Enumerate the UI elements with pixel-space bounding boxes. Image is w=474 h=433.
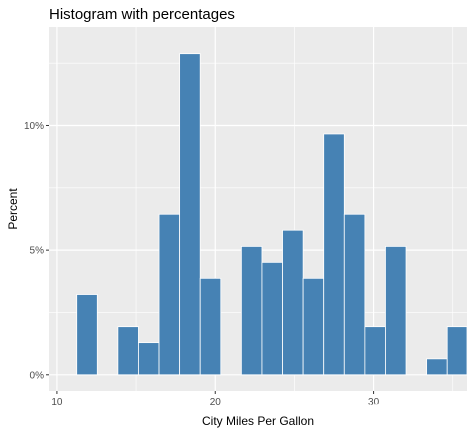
x-axis-ticks: 10 20 30	[51, 391, 380, 408]
watermark-main: 知乎 @Happy look	[368, 402, 474, 417]
histogram-bar	[199, 277, 222, 376]
x-tick-label: 10	[51, 397, 63, 408]
x-tick-label: 30	[368, 397, 380, 408]
watermark-sub: CSDN @Happy look	[408, 420, 474, 429]
histogram-bar	[117, 326, 139, 376]
y-tick-label: 0%	[30, 370, 45, 381]
y-axis-ticks: 0% 5% 10%	[24, 121, 49, 381]
histogram-bar	[138, 342, 160, 376]
histogram-bar	[343, 213, 366, 376]
histogram-bar	[446, 326, 468, 376]
histogram-bar	[385, 245, 407, 376]
histogram-bars	[76, 53, 468, 376]
x-axis-title: City Miles Per Gallon	[202, 414, 314, 428]
y-tick-label: 5%	[30, 246, 45, 257]
histogram-bar	[426, 358, 448, 376]
histogram-bar	[323, 133, 345, 376]
histogram-bar	[261, 261, 283, 376]
histogram-bar	[364, 326, 386, 376]
chart-title: Histogram with percentages	[49, 6, 235, 23]
histogram-bar	[158, 213, 181, 376]
x-tick-label: 20	[210, 397, 222, 408]
histogram-bar	[76, 294, 98, 376]
histogram-bar	[179, 53, 201, 376]
y-tick-label: 10%	[24, 121, 44, 132]
y-axis-title: Percent	[6, 188, 20, 230]
histogram-bar	[302, 277, 325, 376]
histogram-bar	[282, 229, 304, 376]
histogram-bar	[240, 245, 263, 376]
